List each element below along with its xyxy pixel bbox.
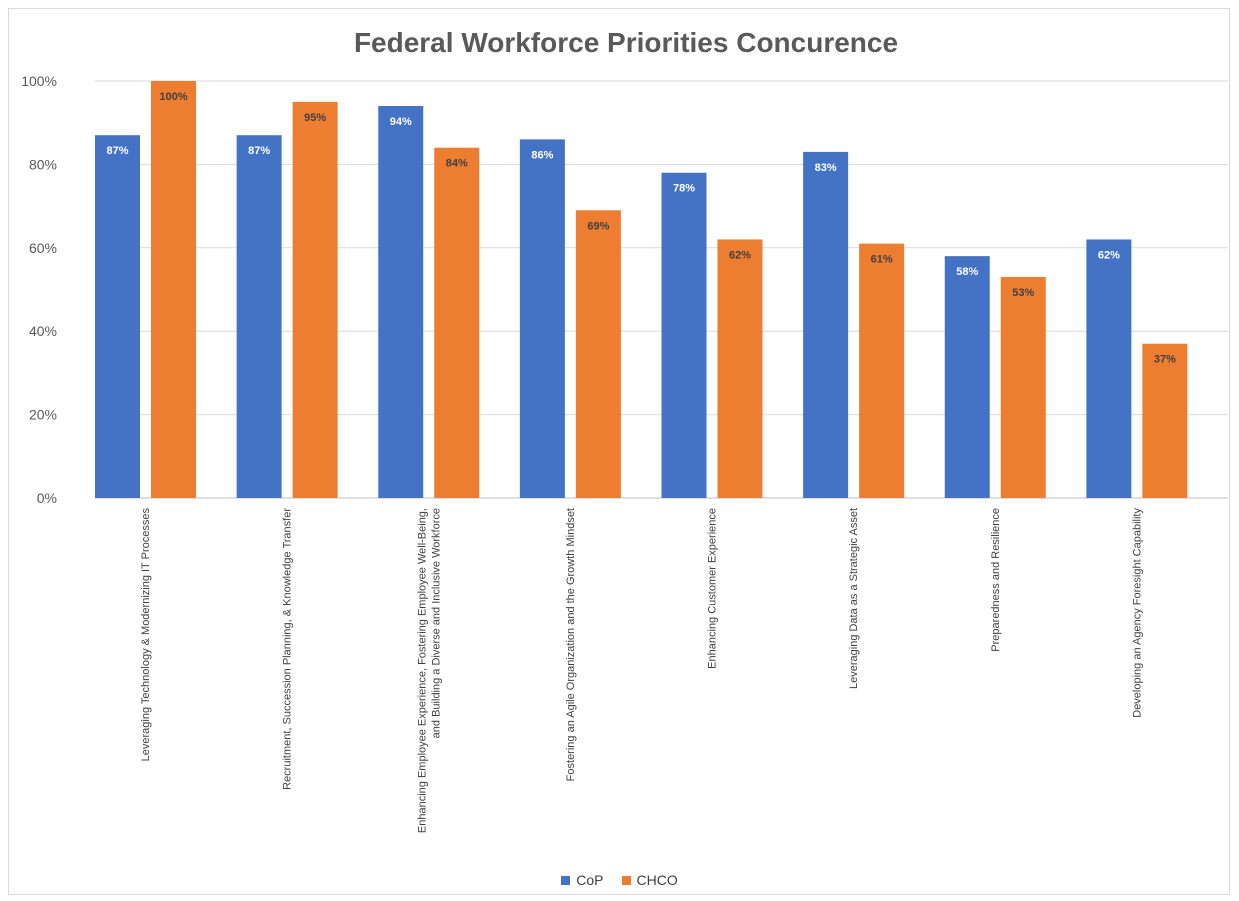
data-label-chco: 37% <box>1154 354 1176 366</box>
bar-chco <box>292 101 338 498</box>
legend-label-chco: CHCO <box>636 872 678 888</box>
bar-cop <box>944 256 990 498</box>
x-category-label: Enhancing Employee Experience, Fostering… <box>416 508 428 833</box>
legend-swatch-chco <box>621 875 631 885</box>
x-category-label: and Building a Diverse and Inclusive Wor… <box>430 508 442 738</box>
data-label-chco: 61% <box>871 254 893 266</box>
data-label-chco: 69% <box>587 220 609 232</box>
data-label-chco: 95% <box>304 112 326 124</box>
bar-cop <box>803 151 849 498</box>
data-label-chco: 62% <box>729 249 751 261</box>
x-category-label: Enhancing Customer Experience <box>707 508 719 669</box>
x-category-label: Leveraging Data as a Strategic Asset <box>848 508 860 689</box>
x-category-label: Recruitment, Succession Planning, & Know… <box>282 508 294 790</box>
chart-title: Federal Workforce Priorities Concurence <box>354 27 898 58</box>
data-label-cop: 94% <box>390 116 412 128</box>
data-label-cop: 58% <box>956 266 978 278</box>
legend-item-cop: CoP <box>561 872 604 888</box>
bar-chco <box>859 243 905 498</box>
bar-cop <box>236 135 282 498</box>
y-tick-label: 20% <box>29 407 57 423</box>
legend-swatch-cop <box>561 875 571 885</box>
bar-cop <box>1086 239 1132 498</box>
y-tick-label: 100% <box>21 73 57 89</box>
x-category-label: Developing an Agency Foresight Capabilit… <box>1131 508 1143 718</box>
data-label-chco: 84% <box>446 158 468 170</box>
bar-chco <box>1000 276 1046 498</box>
data-label-cop: 62% <box>1098 249 1120 261</box>
data-label-cop: 87% <box>248 145 270 157</box>
data-label-chco: 53% <box>1012 287 1034 299</box>
bar-cop <box>519 139 565 498</box>
data-label-chco: 100% <box>159 91 187 103</box>
x-category-label: Preparedness and Resilience <box>990 508 1002 652</box>
bar-cop <box>661 172 707 499</box>
bar-cop <box>378 106 424 499</box>
y-tick-label: 60% <box>29 240 57 256</box>
bar-chco <box>575 210 621 498</box>
y-tick-label: 80% <box>29 156 57 172</box>
data-label-cop: 83% <box>815 162 837 174</box>
bar-chco <box>434 147 480 498</box>
chart-legend: CoP CHCO <box>0 872 1239 888</box>
x-category-label: Fostering an Agile Organization and the … <box>565 508 577 781</box>
bar-cop <box>95 135 140 498</box>
data-label-cop: 78% <box>673 183 695 195</box>
legend-item-chco: CHCO <box>621 872 678 888</box>
bar-chco <box>717 239 763 498</box>
data-label-cop: 87% <box>106 145 128 157</box>
data-label-cop: 86% <box>531 149 553 161</box>
x-category-label: Leveraging Technology & Modernizing IT P… <box>140 508 152 762</box>
bar-chco <box>1142 343 1188 498</box>
legend-label-cop: CoP <box>576 872 604 888</box>
y-tick-label: 40% <box>29 323 57 339</box>
y-tick-label: 0% <box>37 490 57 506</box>
bar-chco <box>151 81 196 498</box>
